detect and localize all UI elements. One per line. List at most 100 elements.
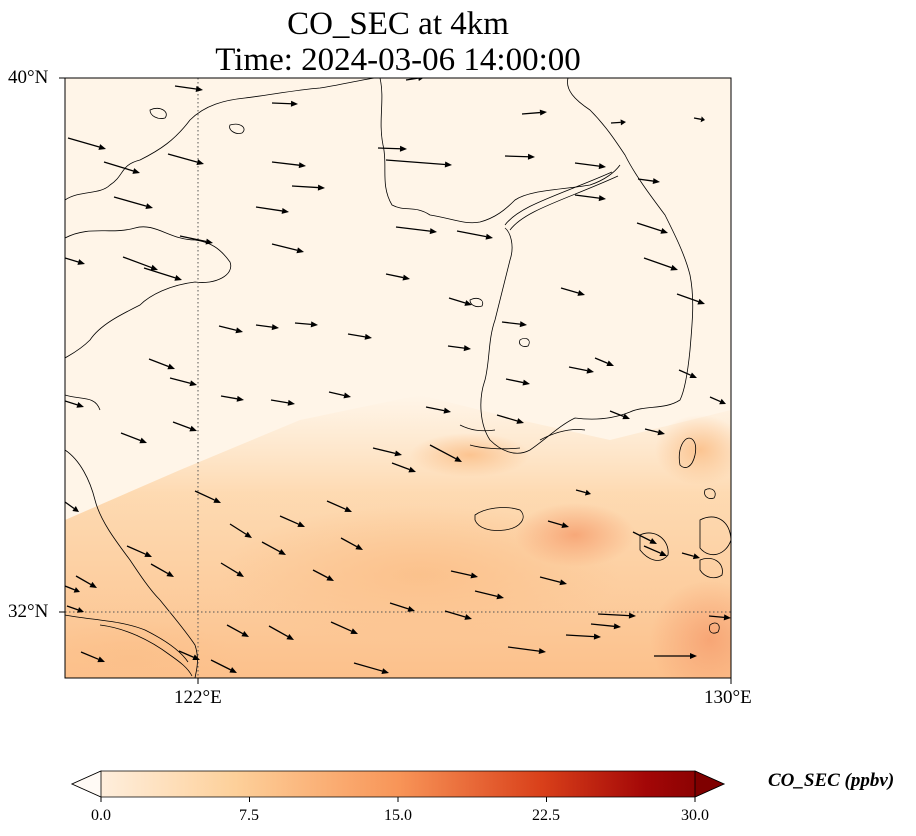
wind-arrow-shaft bbox=[474, 590, 498, 597]
wind-arrow-shaft bbox=[172, 421, 191, 430]
wind-arrow-head bbox=[73, 587, 80, 593]
wind-arrow-shaft bbox=[574, 162, 600, 167]
wind-arrow-shaft bbox=[229, 523, 247, 535]
wind-arrow-shaft bbox=[65, 501, 75, 510]
wind-arrow-shaft bbox=[210, 659, 232, 671]
wind-arrow-head bbox=[660, 227, 668, 234]
wind-arrow-shaft bbox=[610, 121, 621, 124]
axis-ticks bbox=[59, 77, 732, 684]
wind-arrow-head bbox=[241, 631, 249, 637]
wind-arrow-shaft bbox=[194, 490, 215, 501]
wind-arrow-head bbox=[689, 372, 697, 378]
wind-arrow-head bbox=[559, 579, 567, 586]
wind-arrow-head bbox=[394, 450, 402, 457]
wind-arrow-head bbox=[189, 425, 197, 432]
gridlines bbox=[65, 78, 731, 678]
wind-arrow-shaft bbox=[681, 552, 694, 557]
wind-arrow-head bbox=[522, 379, 530, 386]
wind-arrow-shaft bbox=[312, 569, 329, 579]
wind-arrow-head bbox=[236, 570, 244, 577]
wind-arrow-head bbox=[649, 538, 657, 544]
wind-arrow-shaft bbox=[395, 226, 431, 232]
wind-arrow-head bbox=[690, 653, 697, 659]
wind-arrow-shaft bbox=[220, 395, 238, 400]
wind-arrow-head bbox=[196, 159, 204, 166]
wind-arrow-head bbox=[408, 466, 416, 473]
wind-arrow-shaft bbox=[67, 137, 100, 148]
wind-arrow-head bbox=[281, 207, 289, 214]
wind-arrow-head bbox=[516, 418, 524, 424]
wind-arrow-head bbox=[444, 161, 452, 168]
wind-arrow-head bbox=[167, 363, 175, 370]
wind-arrow-shaft bbox=[326, 500, 346, 510]
wind-arrow-shaft bbox=[328, 391, 345, 397]
wind-arrow-head bbox=[577, 290, 585, 296]
wind-arrow-head bbox=[700, 116, 705, 123]
wind-arrow-shaft bbox=[385, 159, 446, 166]
wind-arrow-head bbox=[659, 550, 667, 556]
wind-arrow-shaft bbox=[507, 646, 540, 652]
wind-arrow-head bbox=[310, 321, 318, 328]
wind-arrow-shaft bbox=[294, 322, 312, 326]
wind-arrow-shaft bbox=[103, 161, 134, 172]
wind-arrow-shaft bbox=[80, 651, 99, 660]
lat-label-40n: 40°N bbox=[8, 67, 49, 88]
wind-arrow-head bbox=[719, 398, 726, 405]
wind-arrow-shaft bbox=[65, 400, 78, 406]
wind-arrow-head bbox=[235, 327, 243, 334]
wind-arrow-shaft bbox=[75, 575, 92, 586]
wind-arrow-shaft bbox=[450, 570, 472, 577]
colorbar-tick-4: 30.0 bbox=[681, 807, 709, 824]
wind-arrow-shaft bbox=[425, 406, 445, 412]
wind-arrow-head bbox=[205, 238, 213, 245]
coastlines bbox=[65, 78, 731, 678]
wind-arrow-shaft bbox=[496, 414, 518, 422]
wind-arrow-head bbox=[538, 648, 546, 655]
wind-arrow-head bbox=[236, 395, 244, 402]
wind-arrow-shaft bbox=[389, 602, 409, 610]
wind-arrow-head bbox=[213, 497, 221, 503]
wind-arrow-head bbox=[463, 345, 471, 352]
wind-arrow-shaft bbox=[113, 196, 147, 207]
wind-arrow-shaft bbox=[255, 206, 283, 212]
wind-arrow-head bbox=[692, 553, 700, 560]
wind-arrow-head bbox=[470, 572, 478, 579]
wind-arrow-head bbox=[139, 437, 147, 444]
wind-arrow-head bbox=[527, 153, 535, 160]
wind-arrow-shaft bbox=[391, 462, 410, 471]
wind-arrow-shaft bbox=[65, 257, 79, 263]
wind-arrow-head bbox=[287, 399, 295, 406]
wind-arrow-shaft bbox=[456, 230, 487, 238]
wind-arrow-head bbox=[598, 163, 606, 170]
wind-arrow-head bbox=[286, 633, 294, 640]
wind-arrow-shaft bbox=[574, 194, 600, 199]
wind-arrow-shaft bbox=[637, 178, 654, 182]
wind-arrow-shaft bbox=[340, 537, 358, 548]
wind-arrow-head bbox=[561, 522, 569, 528]
map-title: CO_SEC at 4km bbox=[287, 6, 509, 42]
wind-arrow-shaft bbox=[575, 489, 586, 494]
wind-arrow-shaft bbox=[643, 257, 672, 269]
colorbar-tick-3: 22.5 bbox=[532, 807, 560, 824]
wind-arrow-head bbox=[97, 656, 105, 663]
wind-arrow-head bbox=[350, 628, 358, 634]
wind-arrow-head bbox=[355, 544, 363, 550]
wind-arrow-shaft bbox=[270, 399, 289, 404]
wind-arrow-head bbox=[697, 298, 705, 305]
wind-arrow-head bbox=[443, 407, 451, 414]
wind-arrow-head bbox=[364, 333, 372, 340]
wind-arrow-shaft bbox=[353, 662, 383, 672]
wind-arrow-head bbox=[189, 380, 197, 387]
wind-arrow-shaft bbox=[636, 222, 662, 232]
wind-arrow-shaft bbox=[148, 358, 169, 368]
wind-arrow-head bbox=[89, 581, 97, 588]
wind-arrow-head bbox=[290, 100, 298, 107]
wind-arrow-head bbox=[192, 654, 200, 660]
colorbar-tick-2: 15.0 bbox=[384, 807, 412, 824]
wind-arrow-shaft bbox=[539, 576, 561, 583]
map-subtitle-time: Time: 2024-03-06 14:00:00 bbox=[215, 42, 581, 78]
wind-vectors bbox=[65, 78, 731, 674]
wind-arrow-head bbox=[77, 607, 84, 613]
wind-arrow-head bbox=[519, 321, 527, 328]
